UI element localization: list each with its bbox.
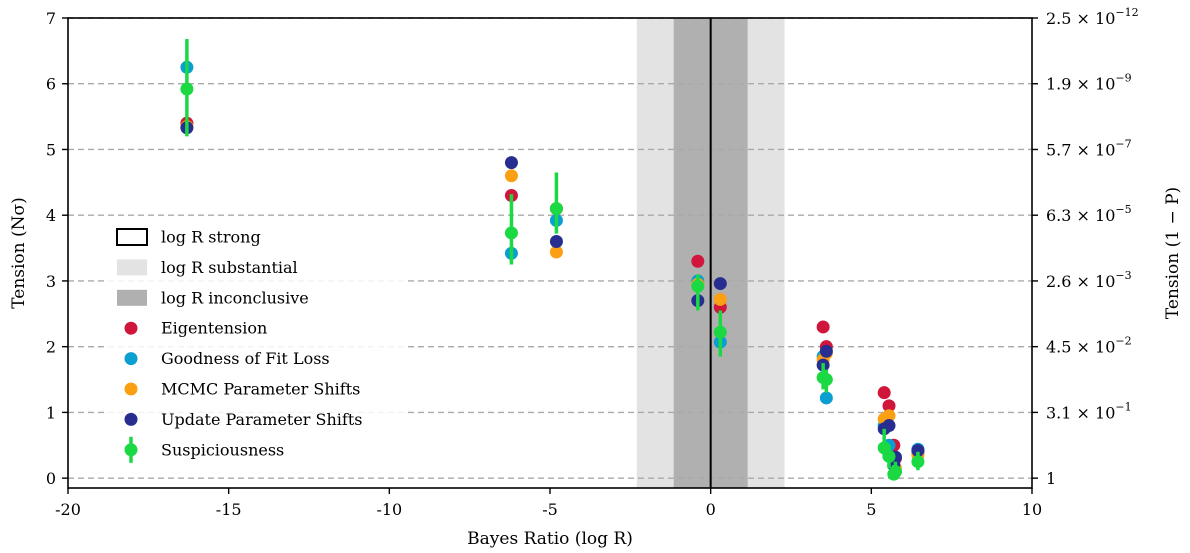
- eigentension-point: [816, 320, 830, 334]
- legend-swatch: [117, 289, 147, 306]
- legend-swatch: [117, 259, 147, 276]
- y-tick-label: 4: [46, 206, 56, 225]
- legend-item-log-r-strong: log R strong: [116, 228, 261, 247]
- right-y-tick-label: 2.5 × 10−12: [1046, 6, 1139, 28]
- legend-label: MCMC Parameter Shifts: [161, 380, 360, 399]
- legend-label: Update Parameter Shifts: [161, 410, 362, 429]
- legend-label: Goodness of Fit Loss: [161, 349, 330, 368]
- x-tick-label: -20: [55, 500, 81, 519]
- mcmc-parameter-shifts-point: [549, 245, 563, 259]
- legend-label: log R substantial: [161, 258, 298, 277]
- x-tick-label: -15: [216, 500, 242, 519]
- update-parameter-shifts-point: [713, 277, 727, 291]
- right-y-tick-label: 3.1 × 10−1: [1046, 400, 1132, 422]
- legend: log R strong log R substantial log R incon…: [104, 218, 406, 464]
- axes: -20 -15 -10 -5 0 5 10 0 1 2 3 4 5 6 7 1 3.1 × 10−1 4.5 × …: [46, 6, 1139, 519]
- suspiciousness-point: [713, 325, 727, 339]
- legend-marker: [124, 412, 138, 426]
- mcmc-parameter-shifts-point: [882, 409, 896, 423]
- suspiciousness-point: [549, 202, 563, 216]
- suspiciousness-series: [180, 39, 925, 481]
- legend-label: log R strong: [161, 228, 261, 247]
- legend-marker: [124, 352, 138, 366]
- y-tick-label: 6: [46, 75, 56, 94]
- legend-marker: [124, 382, 138, 396]
- legend-item-suspiciousness: Suspiciousness: [124, 436, 284, 463]
- legend-item-log-r-inconclusive: log R inconclusive: [117, 288, 309, 307]
- right-y-tick-label: 1.9 × 10−9: [1046, 72, 1132, 94]
- suspiciousness-point: [882, 449, 896, 463]
- axis-labels: Bayes Ratio (log R) Tension (Nσ) Tension…: [9, 187, 1183, 549]
- mcmc-parameter-shifts-point: [713, 292, 727, 306]
- mcmc-parameter-shifts-point: [504, 169, 518, 183]
- eigentension-point: [877, 386, 891, 400]
- legend-label: Suspiciousness: [161, 440, 284, 459]
- data-marks: [180, 39, 925, 481]
- suspiciousness-point: [691, 279, 705, 293]
- y-tick-label: 3: [46, 272, 56, 291]
- legend-item-goodness-of-fit-loss: Goodness of Fit Loss: [124, 349, 330, 368]
- legend-marker: [124, 321, 138, 335]
- suspiciousness-point: [180, 82, 194, 96]
- suspiciousness-point: [819, 373, 833, 387]
- y-tick-label: 5: [46, 140, 56, 159]
- eigentension-point: [882, 399, 896, 413]
- legend-item-mcmc-parameter-shifts: MCMC Parameter Shifts: [124, 380, 360, 399]
- y-tick-label: 1: [46, 403, 56, 422]
- x-tick-label: 5: [866, 500, 876, 519]
- y-tick-label: 7: [46, 9, 56, 28]
- y-tick-label: 2: [46, 338, 56, 357]
- right-y-tick-label: 2.6 × 10−3: [1046, 269, 1132, 291]
- legend-label: Eigentension: [161, 319, 267, 338]
- suspiciousness-point: [504, 226, 518, 240]
- right-y-axis-label: Tension (1 − P): [1163, 187, 1183, 319]
- update-parameter-shifts-point: [882, 419, 896, 433]
- legend-item-eigentension: Eigentension: [124, 319, 267, 338]
- legend-label: log R inconclusive: [161, 288, 309, 307]
- legend-marker: [124, 443, 138, 457]
- right-y-tick-label: 4.5 × 10−2: [1046, 335, 1132, 357]
- x-tick-label: -10: [376, 500, 402, 519]
- x-tick-label: 0: [706, 500, 716, 519]
- x-axis-label: Bayes Ratio (log R): [467, 529, 633, 549]
- y-tick-label: 0: [46, 469, 56, 488]
- right-y-tick-label: 1: [1046, 469, 1056, 488]
- right-y-tick-label: 5.7 × 10−7: [1046, 137, 1132, 159]
- suspiciousness-point: [888, 465, 902, 479]
- legend-swatch: [116, 228, 148, 246]
- x-tick-label: -5: [542, 500, 558, 519]
- y-axis-label: Tension (Nσ): [9, 197, 29, 309]
- legend-item-log-r-substantial: log R substantial: [117, 258, 298, 277]
- suspiciousness-point: [911, 455, 925, 469]
- legend-frame: [104, 218, 406, 464]
- goodness-of-fit-loss-point: [819, 391, 833, 405]
- update-parameter-shifts-point: [911, 444, 925, 458]
- update-parameter-shifts-point: [504, 156, 518, 170]
- update-parameter-shifts-point: [819, 344, 833, 358]
- legend-item-update-parameter-shifts: Update Parameter Shifts: [124, 410, 362, 429]
- right-y-tick-label: 6.3 × 10−5: [1046, 203, 1132, 225]
- update-parameter-shifts-point: [549, 234, 563, 248]
- x-tick-label: 10: [1022, 500, 1042, 519]
- eigentension-point: [691, 254, 705, 268]
